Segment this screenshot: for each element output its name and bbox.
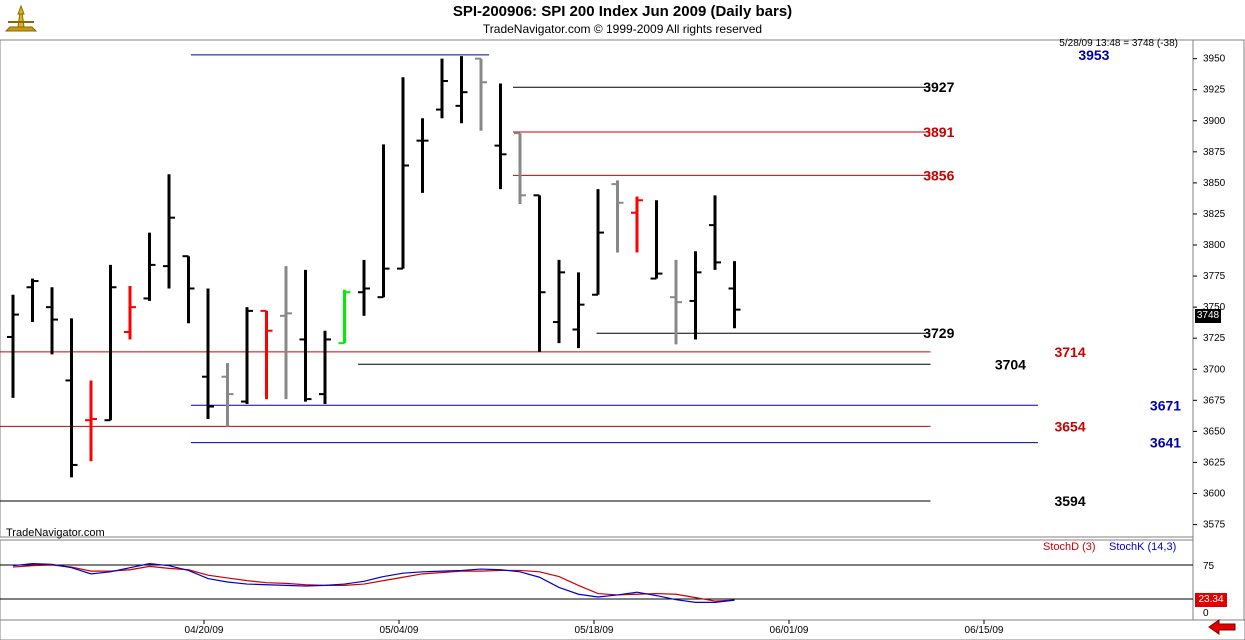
ohlc-bar [397,77,409,270]
ohlc-bar [319,330,331,405]
ohlc-bar [46,287,58,355]
x-tick-label: 04/20/09 [185,625,224,636]
y-tick-label: 3800 [1203,240,1226,251]
level-label: 3729 [923,325,954,341]
level-label: 3714 [1054,344,1085,360]
ohlc-bar [572,272,585,349]
ohlc-bar [26,278,39,323]
y-tick-label: 3925 [1203,85,1226,96]
level-label: 3671 [1150,397,1181,413]
ohlc-bar [104,264,117,422]
y-tick-label: 3775 [1203,271,1226,282]
chart-copyright: TradeNavigator.com © 1999-2009 All right… [482,22,763,36]
ohlc-bar [436,58,448,119]
y-tick-label: 3650 [1203,426,1226,437]
stochastic-panel [0,539,1194,621]
y-axis-panel [1192,39,1245,621]
x-tick-label: 05/18/09 [575,625,614,636]
y-tick-label: 3875 [1203,147,1226,158]
ohlc-bar [650,200,663,280]
stoch-tick-label: 0 [1203,608,1209,619]
app-logo-icon[interactable] [4,4,38,34]
ohlc-bar [338,289,351,345]
level-label: 3927 [923,79,954,95]
last-quote: 5/28/09 13:48 = 3748 (-38) [1059,38,1178,49]
y-tick-label: 3600 [1203,489,1226,500]
level-label: 3641 [1150,435,1181,451]
level-label: 3594 [1054,493,1085,509]
ohlc-bar [202,288,214,419]
x-tick-label: 05/04/09 [380,625,419,636]
stoch-tick-label: 75 [1203,561,1215,572]
ohlc-bar [689,251,702,340]
y-tick-label: 3675 [1203,395,1226,406]
y-tick-label: 3950 [1203,54,1226,65]
stoch-d-legend[interactable]: StochD (3) [1043,541,1096,553]
ohlc-bar [611,180,624,253]
level-label: 3953 [1078,47,1109,63]
ohlc-bar [221,363,234,427]
ohlc-bar [7,294,19,398]
level-label: 3856 [923,167,954,183]
ohlc-bar [65,318,78,478]
scroll-left-arrow-icon[interactable] [1207,619,1237,635]
last-price-marker: 3748 [1195,309,1221,323]
y-tick-label: 3625 [1203,457,1226,468]
stoch-k-line [12,563,735,604]
ohlc-bar [280,266,292,400]
level-label: 3654 [1054,418,1085,434]
y-tick-label: 3700 [1203,364,1226,375]
level-label: 3891 [923,124,954,140]
y-tick-label: 3825 [1203,209,1226,220]
ohlc-bar [533,194,546,352]
x-tick-label: 06/15/09 [965,625,1004,636]
y-tick-label: 3575 [1203,520,1226,531]
ohlc-bar [299,269,312,402]
ohlc-bar [514,132,526,205]
ohlc-bar [670,259,682,345]
chart-title: SPI-200906: SPI 200 Index Jun 2009 (Dail… [452,3,793,20]
ohlc-bar [709,195,721,270]
watermark-text: TradeNavigator.com [6,527,105,539]
level-label: 3704 [995,356,1026,372]
ohlc-bar [592,189,604,296]
stoch-k-legend[interactable]: StochK (14,3) [1109,541,1177,553]
ohlc-bar [455,56,468,124]
ohlc-bar [377,144,390,299]
ohlc-bar [553,259,565,344]
y-tick-label: 3725 [1203,333,1226,344]
ohlc-bar [241,307,253,405]
y-tick-label: 3750 [1203,302,1226,313]
y-tick-label: 3850 [1203,178,1226,189]
y-tick-label: 3900 [1203,116,1226,127]
ohlc-bar [182,255,195,324]
ohlc-bar [416,118,429,193]
ohlc-bar [631,196,643,253]
ohlc-bar [124,286,136,340]
ohlc-bar [728,261,741,329]
ohlc-bar [475,57,487,131]
x-tick-label: 06/01/09 [770,625,809,636]
ohlc-bar [163,174,175,289]
ohlc-bar [494,83,507,190]
ohlc-bar [85,380,97,462]
ohlc-bar [143,232,156,301]
x-axis-panel [0,619,1245,640]
stoch-value-marker: 23.34 [1195,593,1227,607]
ohlc-bar [358,259,370,316]
ohlc-bar [260,309,273,400]
